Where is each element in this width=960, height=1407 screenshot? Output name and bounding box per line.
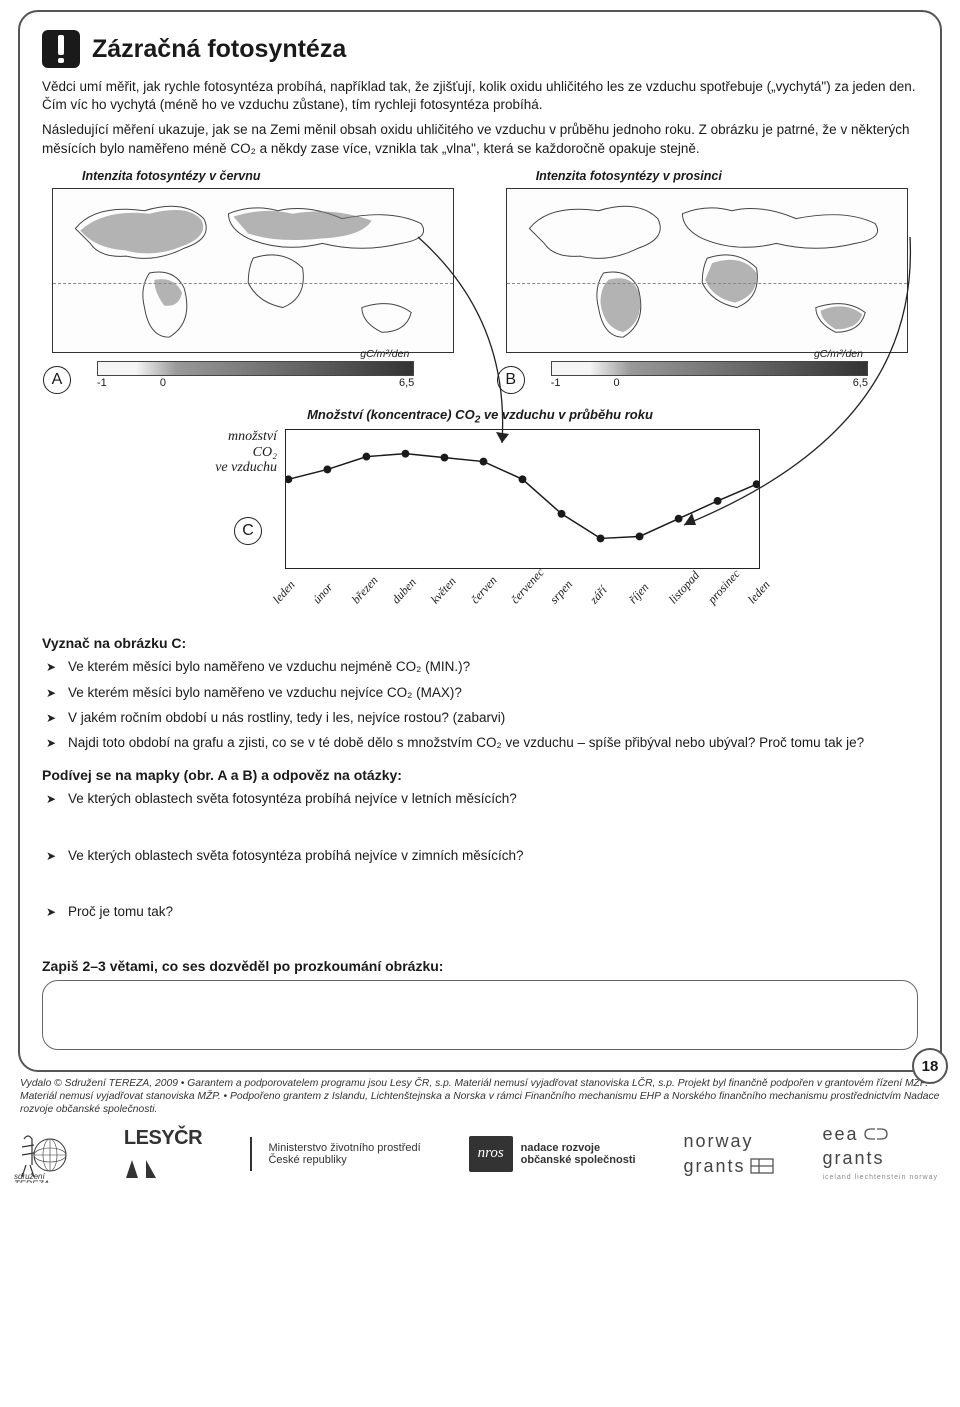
scale-max: 6,5 <box>399 377 414 389</box>
month-label: květen <box>428 575 460 608</box>
scale-gradient-b <box>551 361 868 376</box>
month-label: říjen <box>626 581 652 608</box>
co2-chart-box <box>285 429 760 569</box>
scale-unit-a: gC/m²/den <box>360 348 409 360</box>
month-label: listopad <box>666 569 703 608</box>
co2-caption: Množství (koncentrace) CO2 ve vzduchu v … <box>42 407 918 426</box>
lesy-logo-icon <box>124 1158 168 1180</box>
intro-paragraph-1: Vědci umí měřit, jak rychle fotosyntéza … <box>42 78 918 114</box>
task-heading-summary: Zapiš 2–3 větami, co ses dozvěděl po pro… <box>42 958 918 974</box>
lesy-logo-text: LESYČR <box>124 1127 202 1150</box>
eea-sub: iceland liechtenstein norway <box>822 1174 938 1181</box>
chart-label-c: C <box>234 517 262 545</box>
equator-line <box>53 283 453 284</box>
mzp-text: Ministerstvo životního prostředí České r… <box>268 1142 420 1166</box>
month-label: leden <box>270 578 299 607</box>
co2-chart-section: Množství (koncentrace) CO2 ve vzduchu v … <box>42 407 918 622</box>
lesy-logo-block: LESYČR <box>124 1127 202 1180</box>
map-column-december: Intenzita fotosyntézy v prosinci <box>506 169 908 389</box>
co2-graph-wrap: množství CO₂ ve vzduchu C ledenúnorbřeze… <box>200 429 760 609</box>
tasks-section: Vyznač na obrázku C: Ve kterém měsíci by… <box>42 635 918 1050</box>
nros-line1: nadace rozvoje <box>521 1142 636 1154</box>
eea-grants-logo: eea grants iceland liechtenstein norway <box>822 1126 938 1181</box>
page-title: Zázračná fotosyntéza <box>92 35 346 64</box>
title-row: Zázračná fotosyntéza <box>42 30 918 68</box>
co2-caption-left: Množství (koncentrace) CO <box>307 407 475 422</box>
tereza-logo-block: sdružení TEREZA <box>12 1125 76 1183</box>
nros-text: nadace rozvoje občanské společnosti <box>521 1142 636 1166</box>
task-c-1: Ve kterém měsíci bylo naměřeno ve vzduch… <box>68 657 918 677</box>
world-map-dec-svg <box>507 189 907 352</box>
nros-box-icon: nros <box>469 1136 513 1172</box>
world-map-december: B <box>506 188 908 353</box>
map-caption-dec: Intenzita fotosyntézy v prosinci <box>506 169 908 183</box>
task-maps-2: Ve kterých oblastech světa fotosyntéza p… <box>68 846 918 866</box>
mzp-bar-icon <box>250 1137 253 1171</box>
task-c-2: Ve kterém měsíci bylo naměřeno ve vzduch… <box>68 683 918 703</box>
mzp-line2: České republiky <box>268 1154 420 1166</box>
exclamation-icon <box>42 30 80 68</box>
worksheet-page: Zázračná fotosyntéza Vědci umí měřit, ja… <box>18 10 942 1072</box>
month-label: červen <box>468 574 501 608</box>
co2-line-chart-svg <box>286 430 759 568</box>
maps-row: Intenzita fotosyntézy v červnu <box>42 165 918 389</box>
scale-zero: 0 <box>160 377 166 389</box>
task-list-maps: Ve kterých oblastech světa fotosyntéza p… <box>42 789 918 922</box>
scale-labels-a: -1 0 6,5 <box>52 377 454 389</box>
tereza-logo-icon: sdružení TEREZA <box>12 1125 76 1183</box>
ylabel-l3: ve vzduchu <box>182 460 277 475</box>
scale-max-b: 6,5 <box>853 377 868 389</box>
logos-row: sdružení TEREZA LESYČR Ministerstvo živo… <box>0 1123 960 1193</box>
task-c-4: Najdi toto období na grafu a zjisti, co … <box>68 733 918 753</box>
scale-unit-b: gC/m²/den <box>814 348 863 360</box>
norway-cross-icon <box>749 1157 775 1175</box>
scale-zero-b: 0 <box>614 377 620 389</box>
nros-logo-block: nros nadace rozvoje občanské společnosti <box>469 1136 636 1172</box>
world-map-june-svg <box>53 189 453 352</box>
co2-ylabel: množství CO₂ ve vzduchu <box>182 429 277 475</box>
co2-caption-right: ve vzduchu v průběhu roku <box>480 407 653 422</box>
norway-grants-logo: norway grants <box>683 1133 774 1175</box>
task-heading-c: Vyznač na obrázku C: <box>42 635 918 651</box>
month-label: prosinec <box>705 567 744 607</box>
page-number: 18 <box>912 1048 948 1084</box>
month-label: únor <box>309 581 335 608</box>
month-label: červenec <box>507 566 547 608</box>
scale-min: -1 <box>97 377 107 389</box>
scale-min-b: -1 <box>551 377 561 389</box>
mzp-logo-block: Ministerstvo životního prostředí České r… <box>250 1137 421 1171</box>
equator-line-b <box>507 283 907 284</box>
eea-link-icon <box>861 1126 891 1142</box>
nros-line2: občanské společnosti <box>521 1154 636 1166</box>
svg-text:TEREZA: TEREZA <box>14 1179 50 1183</box>
month-label: leden <box>745 578 774 607</box>
eea-l2: grants <box>822 1150 884 1166</box>
task-list-c: Ve kterém měsíci bylo naměřeno ve vzduch… <box>42 657 918 753</box>
mzp-line1: Ministerstvo životního prostředí <box>268 1142 420 1154</box>
task-maps-3: Proč je tomu tak? <box>68 902 918 922</box>
map-column-june: Intenzita fotosyntézy v červnu <box>52 169 454 389</box>
scale-bar-b: gC/m²/den <box>506 361 908 376</box>
norway-l1: norway <box>683 1133 753 1149</box>
ylabel-l1: množství <box>182 429 277 444</box>
task-c-3: V jakém ročním období u nás rostliny, te… <box>68 708 918 728</box>
world-map-june: A <box>52 188 454 353</box>
scale-gradient-a <box>97 361 414 376</box>
eea-l1: eea <box>822 1126 858 1142</box>
month-labels-row: ledenúnorbřezendubenkvětenčervenčervenec… <box>285 569 760 609</box>
month-label: duben <box>389 576 420 608</box>
scale-bar-a: gC/m²/den <box>52 361 454 376</box>
scale-labels-b: -1 0 6,5 <box>506 377 908 389</box>
intro-paragraph-2: Následující měření ukazuje, jak se na Ze… <box>42 121 918 157</box>
map-caption-june: Intenzita fotosyntézy v červnu <box>52 169 454 183</box>
footer-credits: Vydalo © Sdružení TEREZA, 2009 • Garante… <box>20 1078 940 1117</box>
month-label: září <box>587 584 611 608</box>
month-label: březen <box>349 574 382 608</box>
task-heading-maps: Podívej se na mapky (obr. A a B) a odpov… <box>42 767 918 783</box>
norway-l2: grants <box>683 1158 745 1174</box>
answer-box[interactable] <box>42 980 918 1050</box>
task-maps-1: Ve kterých oblastech světa fotosyntéza p… <box>68 789 918 809</box>
month-label: srpen <box>547 578 576 608</box>
ylabel-l2: CO₂ <box>182 445 277 460</box>
